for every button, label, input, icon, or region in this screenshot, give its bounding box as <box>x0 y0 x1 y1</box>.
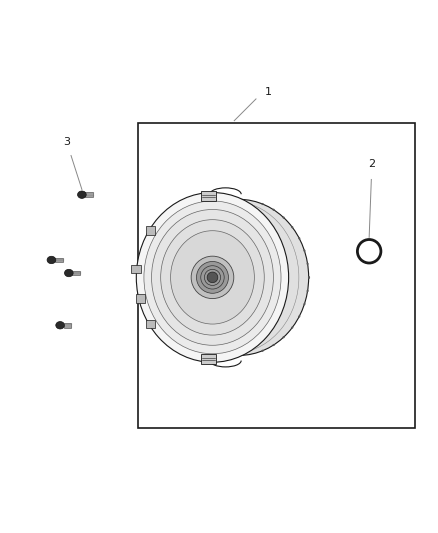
Bar <box>131 264 141 273</box>
Ellipse shape <box>201 266 224 289</box>
Bar <box>55 257 63 262</box>
Ellipse shape <box>136 192 289 362</box>
Ellipse shape <box>191 256 234 298</box>
Bar <box>64 323 71 328</box>
Bar <box>136 294 145 303</box>
Text: 2: 2 <box>368 159 375 168</box>
Ellipse shape <box>56 321 64 329</box>
Ellipse shape <box>78 191 86 198</box>
Ellipse shape <box>197 262 229 293</box>
Ellipse shape <box>152 209 273 345</box>
Bar <box>72 271 80 276</box>
Bar <box>146 227 155 235</box>
Ellipse shape <box>144 201 281 354</box>
Ellipse shape <box>47 256 56 264</box>
Bar <box>146 320 155 328</box>
Polygon shape <box>212 192 309 362</box>
Bar <box>201 191 216 200</box>
Ellipse shape <box>64 269 73 277</box>
Bar <box>138 123 415 427</box>
Ellipse shape <box>161 220 264 335</box>
Bar <box>201 354 216 364</box>
Ellipse shape <box>205 269 221 286</box>
Bar <box>85 192 93 197</box>
Ellipse shape <box>170 231 254 324</box>
Text: 1: 1 <box>265 87 272 98</box>
Text: 3: 3 <box>63 137 70 147</box>
Ellipse shape <box>207 272 218 282</box>
